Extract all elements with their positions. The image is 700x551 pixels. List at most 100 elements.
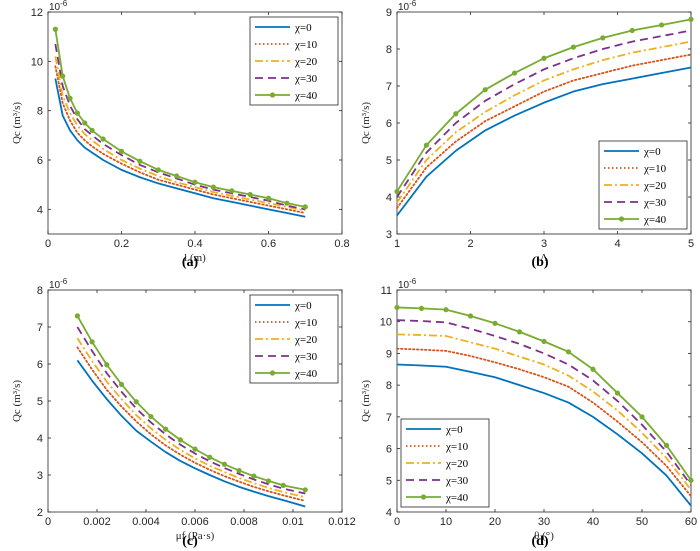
data-point [565,349,572,355]
series-line-2 [396,40,692,204]
y-tick-label: 7 [37,322,43,334]
legend-box [400,418,490,508]
x-tick-label: 60 [685,516,697,528]
data-point [118,148,125,154]
data-point [482,87,488,93]
data-point [236,467,242,474]
legend-entry: χ=10 [294,39,318,51]
data-point [394,304,400,311]
data-point [688,16,694,22]
data-point [265,195,272,201]
legend-entry: χ=20 [294,334,318,346]
series-line-0 [54,78,306,218]
series-line-1 [396,53,692,210]
legend-entry: χ=30 [294,351,318,363]
data-point [590,366,596,372]
data-point [511,70,518,76]
data-point [251,473,257,479]
panel-label: (b) [531,255,548,270]
y-tick-label: 11 [381,285,392,297]
y-tick-label: 10 [380,317,392,329]
legend-entry: χ=30 [643,197,667,209]
y-tick-label: 8 [386,44,392,56]
y-tick-label: 8 [37,285,43,297]
legend: χ=0 χ=10 χ=20 χ=30 χ=40 [249,294,339,384]
x-tick-label: 0.004 [132,516,160,528]
y-tick-label: 6 [37,359,43,371]
legend-entry: χ=10 [643,163,667,175]
series-line-2 [54,56,306,212]
y-axis-label: Qc (m³/s) [360,380,372,422]
x-tick-label: 3 [541,238,547,250]
chart-panel-d: 0 10 20 30 40 50 60 4 5 6 7 8 9 10 11 10-6 θ (°) Qc (m³/s… [360,277,697,549]
x-tick-label: 0.008 [230,516,258,528]
x-tick-label: 30 [538,516,550,528]
data-point [74,313,80,319]
data-point [192,179,198,185]
data-point [60,73,66,79]
data-point [221,461,227,467]
y-tick-label: 7 [386,412,392,424]
x-tick-label: 0.01 [282,516,303,528]
data-point [177,437,183,443]
x-tick-label: 0.6 [261,238,276,250]
data-point [89,339,95,345]
legend-entry: χ=40 [294,90,318,102]
x-tick-label: 0.002 [83,516,111,528]
series-line-1 [54,65,307,214]
data-point [302,204,308,210]
y-tick-label: 6 [386,118,392,130]
data-point [118,381,125,387]
x-tick-label: 0.006 [181,516,209,528]
y-exponent: 10-6 [49,0,68,13]
y-tick-label: 9 [386,7,392,19]
data-point [302,487,308,493]
y-tick-label: 4 [37,204,43,216]
data-point [74,110,80,116]
data-point [210,184,216,190]
legend-entry: χ=0 [643,146,661,158]
data-point [688,477,694,483]
y-tick-label: 12 [31,7,43,19]
x-tick-label: 0.4 [187,238,202,250]
data-point [265,478,272,484]
series-line-4 [76,315,306,491]
data-point [467,313,474,319]
legend: χ=0 χ=10 χ=20 χ=30 χ=40 [249,16,339,106]
chart-panel-c: 0 0.002 0.004 0.006 0.008 0.01 0.012 2 3 4 5 6 7 8 10-… [11,277,356,549]
data-point [163,426,169,432]
series-line-2 [76,337,306,499]
y-axis-label: Qc (m³/s) [360,102,372,144]
data-point [104,362,110,368]
x-tick-label: 0 [45,238,51,250]
y-tick-label: 5 [386,155,392,167]
legend-entry: χ=0 [445,424,463,436]
y-tick-label: 10 [31,56,43,68]
legend-entry: χ=10 [445,441,469,453]
legend-entry: χ=20 [294,56,318,68]
data-point [443,307,449,313]
x-tick-label: 20 [489,516,501,528]
x-tick-label: 0.8 [334,238,349,250]
data-point [229,188,235,194]
legend-marker [269,370,276,376]
data-point [192,446,198,452]
y-tick-label: 6 [37,155,43,167]
x-tick-label: 50 [636,516,648,528]
x-tick-label: 1 [394,238,400,250]
y-tick-label: 5 [37,396,43,408]
y-exponent: 10-6 [398,277,417,291]
data-point [453,111,459,117]
legend-marker [420,494,427,500]
data-point [418,305,425,311]
series-line-4 [54,29,306,208]
legend-entry: χ=20 [643,180,667,192]
y-tick-label: 8 [37,106,43,118]
legend-entry: χ=0 [294,300,312,312]
series-line-2 [396,333,692,491]
y-tick-label: 2 [37,507,43,519]
legend-entry: χ=20 [445,458,469,470]
y-tick-label: 7 [386,81,392,93]
data-point [155,167,161,173]
